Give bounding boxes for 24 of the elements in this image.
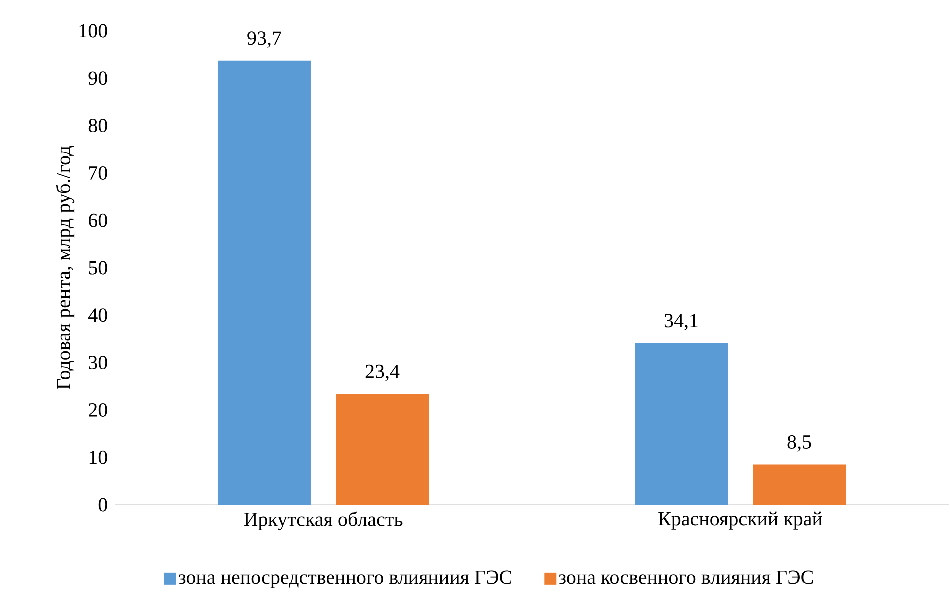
y-tick-label: 0: [98, 498, 108, 512]
y-tick-label: 60: [88, 214, 108, 228]
data-label: 34,1: [664, 314, 698, 330]
legend-label: зона косвенного влияния ГЭС: [559, 570, 814, 584]
data-label: 8,5: [788, 435, 812, 452]
data-label: 93,7: [248, 32, 282, 48]
y-axis-title: Годовая рента, млрд руб./год: [56, 146, 75, 390]
y-tick-label: 10: [90, 450, 108, 464]
bar: [753, 464, 846, 505]
legend-label: зона непосредственного влияниия ГЭС: [178, 570, 512, 588]
bar: [635, 343, 728, 505]
x-tick-label: Красноярский край: [658, 512, 822, 530]
y-tick-label: 20: [89, 403, 108, 417]
y-tick-label: 90: [88, 72, 108, 86]
data-label: 23,4: [366, 364, 400, 382]
y-tick-label: 80: [88, 119, 108, 133]
y-tick-label: 30: [89, 356, 108, 370]
x-tick-label: Иркутская область: [244, 512, 403, 530]
y-tick-label: 50: [89, 261, 108, 275]
y-tick-label: 100: [80, 24, 108, 38]
y-tick-label: 70: [89, 166, 108, 180]
bar: [218, 60, 311, 505]
bar: [336, 394, 430, 505]
y-tick-label: 40: [88, 308, 108, 322]
